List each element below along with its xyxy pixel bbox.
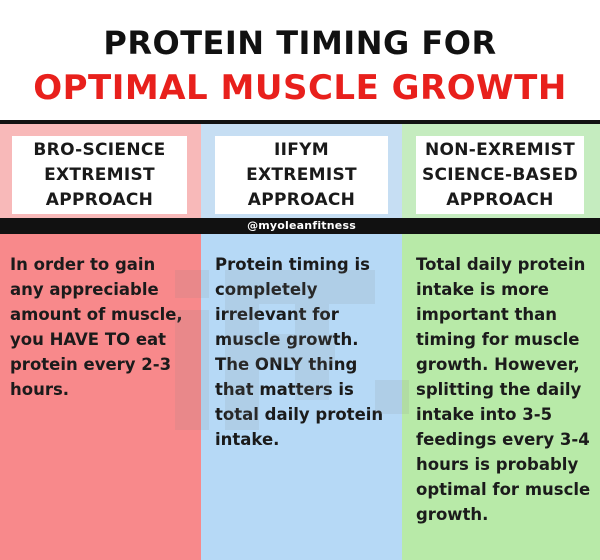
description-line: intake is more — [416, 280, 549, 299]
description-line: optimal for muscle — [416, 480, 591, 499]
approach-label-line: BRO-SCIENCE — [33, 139, 166, 160]
approach-label-line: APPROACH — [45, 189, 154, 210]
handle-band — [0, 218, 600, 234]
column-body-background — [201, 234, 402, 560]
description-line: you HAVE TO eat — [10, 330, 167, 349]
description-line: intake into 3-5 — [416, 405, 553, 424]
approach-label-line: EXTREMIST — [44, 164, 155, 185]
description-line: hours is probably — [416, 455, 579, 474]
column-body-background — [0, 234, 201, 560]
description-line: Total daily protein — [416, 255, 586, 274]
title-area: PROTEIN TIMING FOR OPTIMAL MUSCLE GROWTH — [0, 0, 600, 120]
column-bro-science: BRO-SCIENCE EXTREMIST APPROACH In order … — [0, 124, 201, 560]
description-line: Protein timing is — [215, 255, 370, 274]
description-line: The ONLY thing — [215, 355, 358, 374]
description-line: irrelevant for — [215, 305, 339, 324]
description-line: important than — [416, 305, 558, 324]
column-iifym: IIFYM EXTREMIST APPROACH Protein timing … — [201, 124, 402, 560]
approach-description: In order to gain any appreciable amount … — [10, 252, 195, 402]
description-line: growth. However, — [416, 355, 580, 374]
column-body-background — [402, 234, 600, 560]
approach-label: BRO-SCIENCE EXTREMIST APPROACH — [12, 136, 187, 214]
approach-description: Total daily protein intake is more impor… — [416, 252, 598, 527]
description-line: splitting the daily — [416, 380, 582, 399]
approach-label-line: NON-EXREMIST — [424, 139, 576, 160]
description-line: hours. — [10, 380, 70, 399]
description-line: amount of muscle, — [10, 305, 183, 324]
description-line: In order to gain — [10, 255, 156, 274]
approach-label: IIFYM EXTREMIST APPROACH — [215, 136, 388, 214]
approach-label-line: APPROACH — [446, 189, 554, 210]
watermark-handle: @myoleanfitness — [247, 219, 356, 232]
column-science-based: NON-EXREMIST SCIENCE-BASED APPROACH Tota… — [402, 124, 600, 560]
approach-description: Protein timing is completely irrelevant … — [215, 252, 397, 452]
title-line-1: PROTEIN TIMING FOR — [103, 24, 497, 62]
description-line: timing for muscle — [416, 330, 580, 349]
description-line: feedings every 3-4 — [416, 430, 590, 449]
description-line: growth. — [416, 505, 489, 524]
description-line: protein every 2-3 — [10, 355, 172, 374]
approach-label-line: APPROACH — [247, 189, 356, 210]
description-line: total daily protein — [215, 405, 384, 424]
logo-watermark-icon — [175, 270, 409, 430]
approach-label-line: IIFYM — [274, 139, 329, 160]
approach-label-line: EXTREMIST — [246, 164, 357, 185]
description-line: that matters is — [215, 380, 354, 399]
description-line: intake. — [215, 430, 280, 449]
description-line: muscle growth. — [215, 327, 397, 352]
approach-label: NON-EXREMIST SCIENCE-BASED APPROACH — [416, 136, 584, 214]
approach-label-line: SCIENCE-BASED — [421, 164, 578, 185]
title-line-2: OPTIMAL MUSCLE GROWTH — [33, 68, 567, 108]
description-line: completely — [215, 277, 397, 302]
description-line: any appreciable — [10, 280, 159, 299]
top-divider — [0, 120, 600, 124]
